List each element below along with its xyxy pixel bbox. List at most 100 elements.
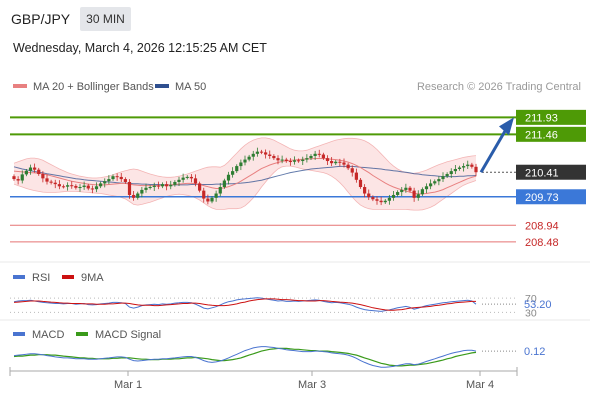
symbol-title: GBP/JPY — [11, 11, 71, 27]
candle — [445, 172, 449, 178]
candle — [416, 190, 420, 201]
candle — [457, 165, 462, 171]
support-level-label: 208.94 — [525, 220, 559, 232]
candle — [136, 191, 140, 200]
resistance-level-tag — [516, 126, 586, 142]
macd-group: 0.12 — [13, 346, 545, 368]
projection-arrow-shaft — [479, 128, 508, 173]
candle — [45, 174, 49, 185]
candle — [400, 187, 404, 197]
candle — [313, 150, 317, 160]
candle — [354, 168, 358, 183]
ma50-legend-label: MA 50 — [175, 81, 206, 93]
candle — [379, 196, 383, 206]
candle — [396, 190, 400, 197]
candle — [363, 184, 367, 198]
candle — [16, 176, 20, 185]
candle — [94, 182, 99, 193]
candle — [156, 181, 160, 190]
candle — [231, 167, 235, 178]
candle — [206, 194, 210, 205]
macd-line — [13, 346, 477, 368]
candles-group — [12, 147, 478, 206]
candle — [383, 198, 387, 204]
ma20-legend-label: MA 20 + Bollinger Bands — [33, 81, 154, 93]
timeframe-badge[interactable]: 30 MIN — [80, 7, 131, 31]
macd-signal-line — [13, 347, 477, 367]
candle — [391, 190, 396, 201]
candle — [99, 181, 103, 189]
resistance-level-label: 211.93 — [525, 113, 558, 125]
candle — [305, 154, 309, 163]
bollinger-upper-line — [13, 137, 477, 179]
candle — [420, 187, 424, 197]
candle — [144, 183, 148, 193]
rsi-level-label: 30 — [525, 307, 537, 319]
candle — [123, 177, 127, 184]
candle — [412, 187, 416, 202]
candle — [276, 155, 280, 165]
rsi-last-value: 53.20 — [524, 299, 552, 311]
candle — [301, 156, 305, 166]
chart-header: GBP/JPY 30 MIN Wednesday, March 4, 2026 … — [0, 0, 590, 70]
candle — [90, 185, 94, 194]
candle — [169, 180, 173, 190]
candle — [185, 175, 189, 180]
candle — [119, 172, 123, 182]
candle — [338, 158, 342, 167]
candle — [214, 190, 218, 202]
candle — [152, 182, 156, 191]
rsi-line — [13, 297, 477, 312]
candle — [61, 184, 66, 189]
candle — [140, 187, 144, 198]
candle — [24, 168, 28, 177]
candle — [127, 179, 132, 199]
candle — [470, 162, 474, 169]
rsi-level-label: 70 — [525, 293, 537, 305]
candle — [132, 190, 136, 201]
candle — [466, 160, 470, 169]
projection-arrow-group — [479, 117, 514, 173]
candle — [239, 159, 243, 171]
candle — [177, 176, 181, 186]
candle — [82, 181, 86, 190]
candle — [251, 150, 255, 161]
level-lines-group — [10, 116, 516, 243]
candle — [103, 178, 107, 188]
macd-last-value: 0.12 — [524, 346, 545, 358]
rsi-ma-legend-swatch — [62, 275, 74, 279]
candle — [325, 155, 330, 166]
candle — [255, 147, 259, 157]
candle — [28, 164, 33, 175]
pivot-level-label: 209.73 — [525, 192, 559, 204]
candle — [404, 183, 408, 193]
candle — [387, 194, 391, 205]
candle — [424, 183, 429, 194]
candle — [264, 149, 268, 159]
ma50-line — [13, 165, 477, 186]
rsi-ma-line — [13, 298, 476, 311]
candle — [367, 189, 371, 201]
candle — [437, 176, 441, 186]
bollinger-band-group — [13, 137, 477, 211]
macd-legend-label: MACD — [32, 329, 64, 341]
current-price-tag — [516, 164, 586, 180]
candle — [202, 187, 206, 203]
bollinger-lower-line — [13, 165, 477, 211]
candle — [474, 163, 478, 177]
projection-arrow-head — [499, 117, 514, 136]
candle — [189, 174, 193, 183]
candle — [371, 195, 375, 202]
candle — [226, 171, 231, 185]
macd-legend-swatch — [13, 332, 25, 336]
candle — [37, 167, 41, 176]
candle — [160, 182, 165, 189]
candle — [53, 179, 57, 189]
candle — [449, 168, 453, 178]
candle — [181, 173, 185, 183]
bollinger-band-fill — [14, 137, 476, 211]
x-axis-ticks: Mar 1 Mar 3 Mar 4 — [114, 371, 494, 391]
candle — [57, 180, 61, 190]
